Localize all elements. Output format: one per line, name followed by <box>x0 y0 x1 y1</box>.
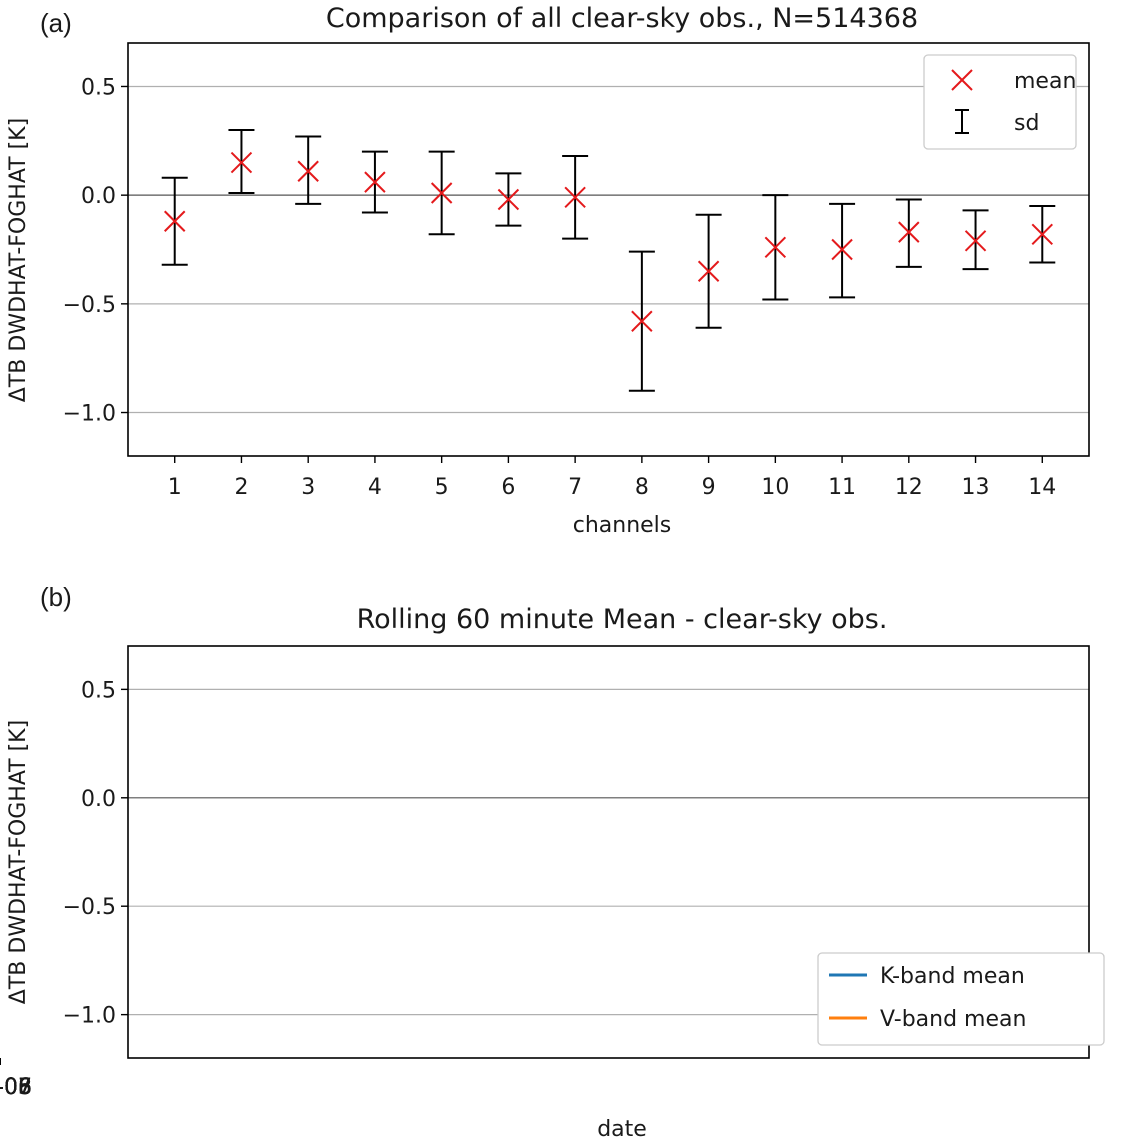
panel-b-frame <box>127 645 1090 1059</box>
panel-a-title: Comparison of all clear-sky obs., N=5143… <box>326 3 918 34</box>
mean-marker <box>697 260 720 282</box>
panel-b-y-axis-label: ΔTB DWDHAT-FOGHAT [K] <box>6 720 31 1004</box>
mean-cross-b <box>898 221 920 243</box>
mean-marker <box>230 151 253 174</box>
x-tick-label: 11 <box>828 475 856 500</box>
panel-a-marks <box>161 128 1056 392</box>
x-tick-label: 10 <box>761 475 789 500</box>
legend-sd-label: sd <box>1014 111 1039 136</box>
panel-b-y-ticks: 0.5 0.0 −0.5 −1.0 <box>63 678 128 1029</box>
mean-cross-b <box>164 210 186 232</box>
mean-cross-b <box>230 151 253 174</box>
x-tick-label: 2 <box>234 475 248 500</box>
mean-marker <box>764 236 787 259</box>
x-tick-label: 13 <box>962 475 990 500</box>
x-tick-label: 15-06 <box>0 1075 32 1100</box>
mean-marker <box>898 221 920 243</box>
panel-b-x-axis-label: date <box>597 1117 647 1140</box>
mean-cross-b <box>430 182 453 204</box>
x-tick-label: 01-07 <box>0 1075 32 1100</box>
panel-a-y-axis-label: ΔTB DWDHAT-FOGHAT [K] <box>6 118 31 402</box>
legend-kband-label: K-band mean <box>880 964 1025 989</box>
mean-cross-b <box>364 171 386 193</box>
legend-mean-label: mean <box>1014 69 1076 94</box>
mean-marker <box>964 230 987 252</box>
y-tick-label: −1.0 <box>63 402 116 427</box>
x-tick-label: 12 <box>895 475 923 500</box>
mean-marker <box>497 188 520 211</box>
mean-marker <box>564 186 586 209</box>
panel-b-x-ticks: 15-0501-0615-0601-0715-0701-0815-08 <box>0 1058 32 1100</box>
mean-marker <box>164 210 186 232</box>
mean-marker <box>430 182 453 204</box>
mean-cross-b <box>964 230 987 252</box>
x-tick-label: 6 <box>501 475 515 500</box>
y-tick-label: −0.5 <box>63 293 116 318</box>
panel-b-tag: (b) <box>40 582 72 612</box>
y-tick-label: −0.5 <box>63 895 116 920</box>
x-tick-label: 7 <box>568 475 582 500</box>
panel-a-frame <box>127 42 1090 457</box>
x-tick-label: 8 <box>635 475 649 500</box>
mean-cross-b <box>764 236 787 259</box>
legend-mean-marker <box>951 69 973 91</box>
mean-cross-b <box>631 310 653 332</box>
panel-b-title: Rolling 60 minute Mean - clear-sky obs. <box>357 604 888 635</box>
y-tick-label: −1.0 <box>63 1004 116 1029</box>
mean-marker <box>631 310 653 332</box>
legend-vband-label: V-band mean <box>880 1007 1026 1032</box>
panel-b-legend: K-band mean V-band mean <box>817 952 1105 1046</box>
panel-b-grid <box>128 688 1089 1016</box>
mean-cross-b <box>497 188 520 211</box>
mean-cross-b <box>697 260 720 282</box>
x-tick-label: 14 <box>1028 475 1056 500</box>
mean-cross-b <box>1031 223 1053 245</box>
x-tick-label: 15-07 <box>0 1075 32 1100</box>
panel-a-y-ticks: 0.5 0.0 −0.5 −1.0 <box>63 75 128 427</box>
panel-a-x-axis-label: channels <box>573 513 672 538</box>
x-tick-label: 01-08 <box>0 1075 32 1100</box>
x-tick-label: 15-05 <box>0 1075 32 1100</box>
x-tick-label: 3 <box>301 475 315 500</box>
x-tick-label: 4 <box>368 475 382 500</box>
y-tick-label: 0.5 <box>81 75 116 100</box>
x-tick-label: 1 <box>168 475 182 500</box>
panel-b-legend-box <box>817 952 1105 1046</box>
y-tick-label: 0.0 <box>81 787 116 812</box>
panel-a-tag: (a) <box>40 8 72 38</box>
y-tick-label: 0.0 <box>81 184 116 209</box>
panel-a-x-ticks: 1 2 3 4 5 6 7 8 9 10 11 12 13 14 <box>168 456 1056 500</box>
legend-sd-marker <box>955 109 969 134</box>
x-tick-label: 9 <box>702 475 716 500</box>
mean-marker <box>364 171 386 193</box>
mean-cross-b <box>297 160 319 182</box>
panel-a-legend: mean sd <box>923 54 1077 150</box>
x-tick-label: 5 <box>435 475 449 500</box>
mean-marker <box>1031 223 1053 245</box>
x-tick-label: 15-08 <box>0 1075 32 1100</box>
mean-marker <box>831 238 853 261</box>
mean-cross-b <box>831 238 853 261</box>
mean-marker <box>297 160 319 182</box>
x-tick-label: 01-06 <box>0 1075 32 1100</box>
y-tick-label: 0.5 <box>81 678 116 703</box>
mean-cross-b <box>564 186 586 209</box>
